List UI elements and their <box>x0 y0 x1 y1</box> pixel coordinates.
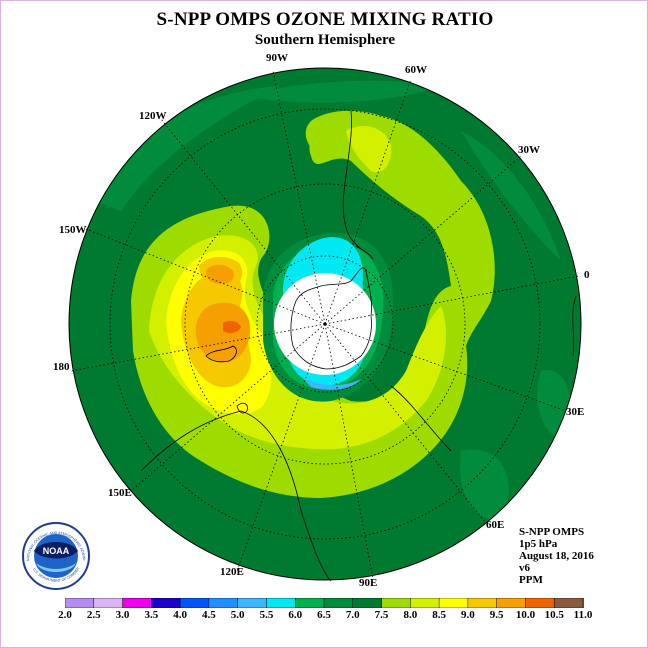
colorbar-tick-label: 4.0 <box>173 609 187 621</box>
map-boundary <box>68 67 582 581</box>
colorbar-swatch <box>467 598 498 608</box>
logo-bird-icon <box>34 542 78 559</box>
colorbar-tick-label: 3.5 <box>144 609 159 621</box>
latitude-circle-middle <box>184 183 466 465</box>
coast-new-zealand <box>205 345 237 363</box>
colorbar-tick-label: 4.5 <box>202 609 216 621</box>
colorbar-tick-label: 2.5 <box>86 609 101 621</box>
colorbar-tick-label: 3.0 <box>115 609 130 621</box>
colorbar-swatch <box>294 598 325 608</box>
colorbar-tick-label: 8.5 <box>432 609 446 621</box>
colorbar-tick-label: 7.5 <box>374 609 389 621</box>
map-title: S-NPP OMPS OZONE MIXING RATIO <box>156 9 494 30</box>
colorbar-swatch <box>266 598 296 608</box>
meridian-0 <box>324 275 580 325</box>
map-subtitle: Southern Hemisphere <box>254 32 396 48</box>
meridian-90w <box>272 70 326 325</box>
product-info: S-NPP OMPS 1p5 hPa August 18, 2016 v6 PP… <box>519 526 594 586</box>
colorbar-swatch <box>65 598 95 608</box>
field-band-9-5 <box>195 302 251 363</box>
info-pressure-level: 1p5 hPa <box>519 538 558 550</box>
colorbar-tick-label: 2.0 <box>58 609 72 621</box>
colorbar-tick-label: 6.5 <box>317 609 331 621</box>
coast-africa-tip <box>572 295 577 357</box>
colorbar <box>65 598 584 608</box>
coast-australia <box>140 410 332 582</box>
colorbar-tick-label: 9.0 <box>461 609 475 621</box>
coast-antarctica <box>290 267 372 370</box>
colorbar-swatch <box>525 598 555 608</box>
field-band-10-0 <box>223 320 241 334</box>
colorbar-tick-label: 6.0 <box>288 609 303 621</box>
coast-east <box>390 385 452 452</box>
meridian-60e <box>324 323 487 524</box>
colorbar-tick-label: 10.0 <box>515 609 536 621</box>
meridian-30e <box>324 323 567 412</box>
info-version: v6 <box>519 562 530 574</box>
colorbar-swatch <box>381 598 412 608</box>
lon-label-120w: 120W <box>139 110 167 122</box>
meridian-30w <box>324 155 522 325</box>
logo-text: NOAA <box>43 546 70 556</box>
meridian-60w <box>324 78 412 325</box>
lon-label-30w: 30W <box>518 144 540 156</box>
lon-label-150e: 150E <box>108 487 132 499</box>
lon-label-0: 0 <box>584 269 590 281</box>
lon-label-120e: 120E <box>220 566 244 578</box>
coast-peninsula <box>355 245 374 260</box>
coastlines <box>140 110 577 582</box>
colorbar-swatch <box>122 598 153 608</box>
colorbar-swatch <box>323 598 354 608</box>
colorbar-swatch <box>496 598 527 608</box>
field-patch-6-5-n <box>241 80 441 103</box>
colorbar-swatch <box>179 598 210 608</box>
colorbar-tick-label: 5.5 <box>259 609 274 621</box>
latitude-circle-outer <box>109 108 541 540</box>
meridian-90e <box>324 323 374 580</box>
info-units: PPM <box>519 574 543 586</box>
field-ring-5-0 <box>301 376 361 390</box>
ozone-field <box>69 68 581 580</box>
field-patch-6-5-ne <box>461 131 561 261</box>
lon-label-90e: 90E <box>359 577 378 589</box>
colorbar-swatch <box>237 598 268 608</box>
colorbar-swatch <box>93 598 124 608</box>
info-date: August 18, 2016 <box>519 550 594 562</box>
colorbar-tick-label: 9.5 <box>489 609 504 621</box>
south-pole-marker <box>323 322 327 326</box>
colorbar-swatch <box>208 598 239 608</box>
field-patch-6-5-nw <box>96 86 281 211</box>
colorbar-swatch <box>438 598 469 608</box>
colorbar-tick-label: 5.0 <box>230 609 245 621</box>
colorbar-swatch <box>553 598 584 608</box>
field-band-8-0-north <box>346 126 392 173</box>
meridian-150e <box>130 323 326 492</box>
field-patch-6-5-se <box>460 449 509 521</box>
colorbar-tick-label: 10.5 <box>544 609 564 621</box>
colorbar-swatch <box>352 598 383 608</box>
info-instrument: S-NPP OMPS <box>519 526 585 538</box>
latitude-circle-inner <box>256 255 394 393</box>
noaa-logo: NOAA NATIONAL OCEANIC AND ATMOSPHERIC AD… <box>21 521 90 590</box>
lon-label-60w: 60W <box>405 64 427 76</box>
coast-tasmania <box>236 402 248 414</box>
lon-label-90w: 90W <box>266 52 288 64</box>
meridian-180 <box>70 323 326 372</box>
lon-label-30e: 30E <box>566 406 585 418</box>
coast-south-america <box>342 110 362 250</box>
lon-label-150w: 150W <box>59 224 87 236</box>
logo-water-icon <box>36 563 76 572</box>
meridian-150w <box>85 228 326 325</box>
colorbar-tick-label: 7.0 <box>345 609 360 621</box>
lon-label-180: 180 <box>53 361 70 373</box>
lon-label-60e: 60E <box>486 519 505 531</box>
colorbar-tick-label: 11.0 <box>573 609 593 621</box>
colorbar-tick-label: 8.0 <box>403 609 418 621</box>
colorbar-swatch <box>151 598 181 608</box>
graticule <box>70 70 580 580</box>
colorbar-swatch <box>410 598 440 608</box>
